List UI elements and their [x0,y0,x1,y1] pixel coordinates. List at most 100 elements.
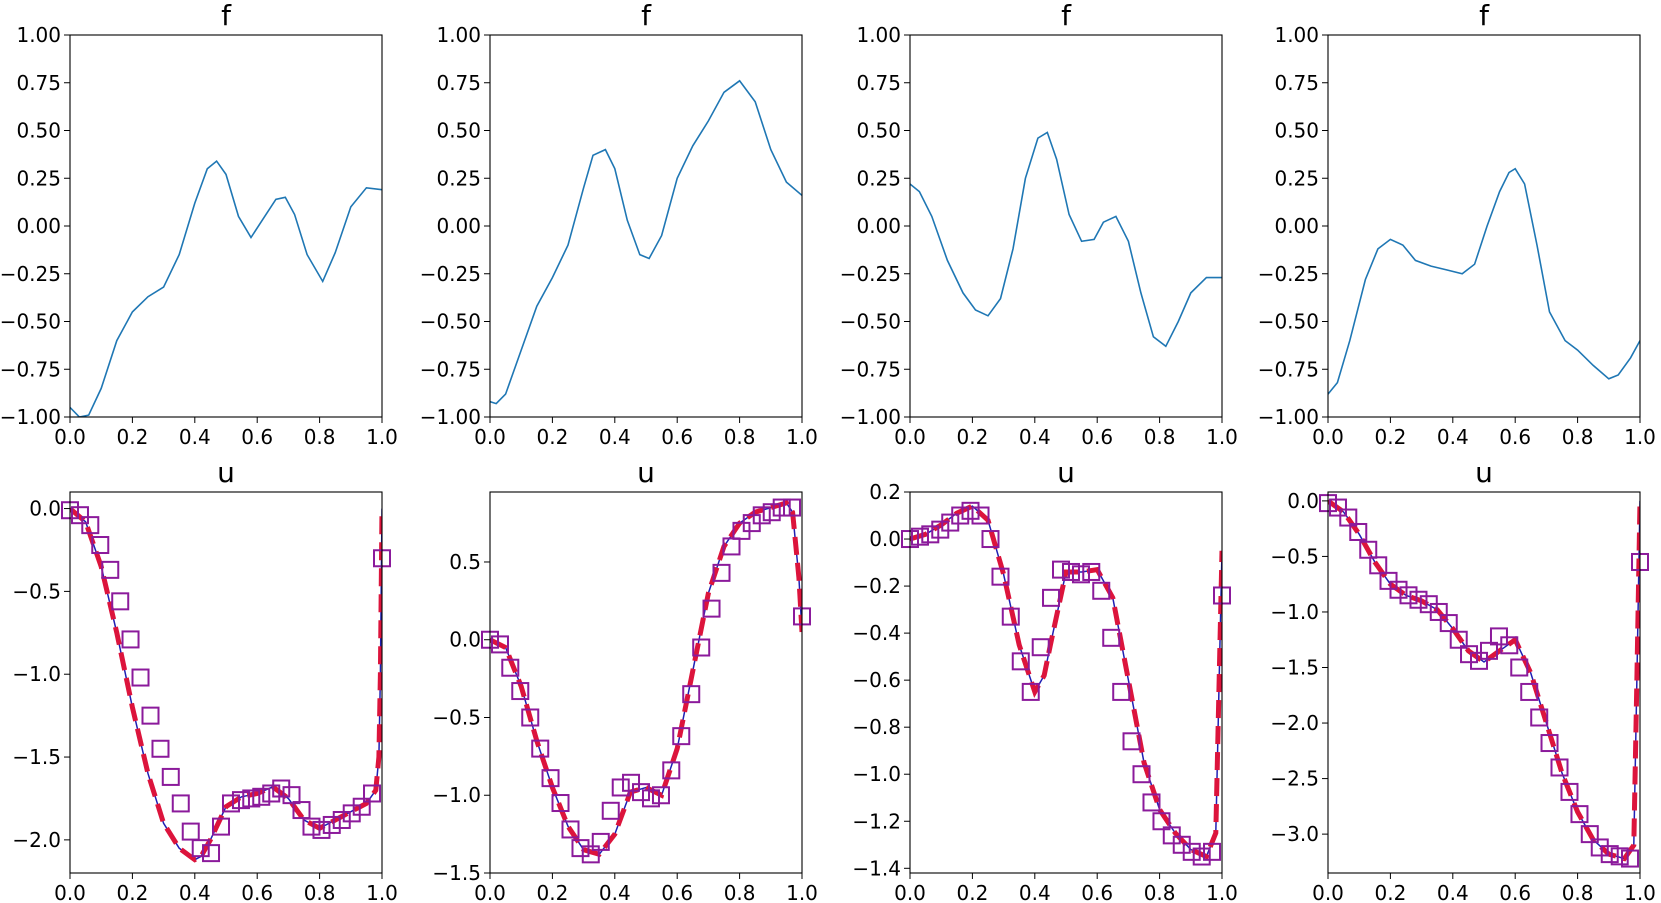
square-marker [783,498,802,517]
y-tick-label: −0.25 [0,262,61,286]
square-marker [531,739,550,758]
x-tick-label: 1.0 [366,425,398,449]
plot-area [70,506,382,863]
square-marker [1610,847,1629,866]
square-marker [302,817,321,836]
y-tick-label: −0.5 [1270,544,1319,568]
square-marker [722,537,741,556]
y-tick-label: 0.50 [16,119,61,143]
square-marker [1570,805,1589,824]
x-tick-label: 0.2 [956,425,988,449]
y-tick-label: −0.75 [0,357,61,381]
square-marker [571,839,590,858]
x-tick-label: 0.8 [724,425,756,449]
y-tick-label: 0.75 [436,71,481,95]
square-marker [101,560,120,579]
x-tick-label: 0.6 [241,881,273,903]
x-tick-label: 0.0 [474,881,506,903]
plot-area [910,131,1222,348]
square-marker [322,815,341,834]
marker-series [901,501,1231,866]
y-tick-label: −0.25 [840,262,901,286]
square-marker [910,527,929,546]
y-tick-label: 0.75 [856,71,901,95]
y-tick-label: −2.5 [1270,767,1319,791]
y-tick-label: −0.50 [0,310,61,334]
y-tick-label: 0.75 [16,71,61,95]
y-tick-label: −0.75 [420,357,481,381]
series-line [1328,500,1640,860]
series-line [490,79,802,405]
y-tick-label: −2.0 [1270,711,1319,735]
square-marker [981,530,1000,549]
square-marker [1102,628,1121,647]
x-tick-label: 0.2 [956,881,988,903]
subplot-title: u [217,456,235,489]
x-tick-label: 1.0 [1624,881,1656,903]
square-marker [1071,565,1090,584]
square-marker [601,801,620,820]
y-tick-label: 0.0 [869,527,901,551]
square-marker [131,668,150,687]
y-tick-label: −1.00 [1258,405,1319,429]
square-marker [221,794,240,813]
plot-area [1328,167,1640,395]
square-marker [1439,614,1458,633]
axes-frame [69,34,383,418]
series-line [910,505,1222,858]
square-marker [252,787,271,806]
y-tick-label: −1.00 [840,405,901,429]
y-tick-label: 0.50 [1274,119,1319,143]
square-marker [1550,758,1569,777]
x-tick-label: 0.8 [1562,881,1594,903]
square-marker [702,599,721,618]
square-marker [1590,838,1609,857]
square-marker [1203,842,1222,861]
x-tick-label: 0.6 [1081,425,1113,449]
square-marker [1328,498,1347,517]
x-tick-label: 0.4 [179,881,211,903]
axes-frame [909,34,1223,418]
square-marker [1011,652,1030,671]
square-marker [991,567,1010,586]
y-tick-label: −0.25 [1258,262,1319,286]
subplot-8: u 0.0 0.2 0.4 0.6 0.8 1.0 0.0 −0.5 −1.0 −1.5 −2.0 −2… [1270,456,1655,903]
square-marker [490,635,509,654]
square-marker [1470,651,1489,670]
square-marker [151,739,170,758]
x-tick-label: 0.6 [1081,881,1113,903]
square-marker [181,822,200,841]
square-marker [651,786,670,805]
square-marker [561,820,580,839]
y-tick-label: −0.75 [840,357,901,381]
y-tick-label: 0.25 [436,166,481,190]
square-marker [662,761,681,780]
square-marker [1132,765,1151,784]
square-marker [70,506,89,525]
square-marker [1621,849,1640,868]
dashed-series-line [910,503,1222,860]
square-marker [1339,508,1358,527]
square-marker [921,525,940,544]
square-marker [551,794,570,813]
y-tick-label: −0.75 [1258,357,1319,381]
dashed-series-line [1328,498,1640,862]
square-marker [1031,638,1050,657]
square-marker [1369,556,1388,575]
x-tick-label: 0.0 [54,425,86,449]
axes-frame [1327,491,1641,874]
subplot-title: f [1061,0,1072,32]
y-tick-label: −0.4 [852,621,901,645]
dashed-series-line [70,506,382,863]
y-tick-label: 0.0 [449,628,481,652]
y-tick-label: −1.5 [1270,656,1319,680]
y-tick-label: −0.5 [432,705,481,729]
axes-frame [489,491,803,874]
y-tick-label: 0.75 [1274,71,1319,95]
square-marker [521,708,540,727]
square-marker [1349,522,1368,541]
y-tick-label: −1.0 [1270,600,1319,624]
plot-area [490,499,802,858]
square-marker [772,498,791,517]
subplot-title: f [1479,0,1490,32]
